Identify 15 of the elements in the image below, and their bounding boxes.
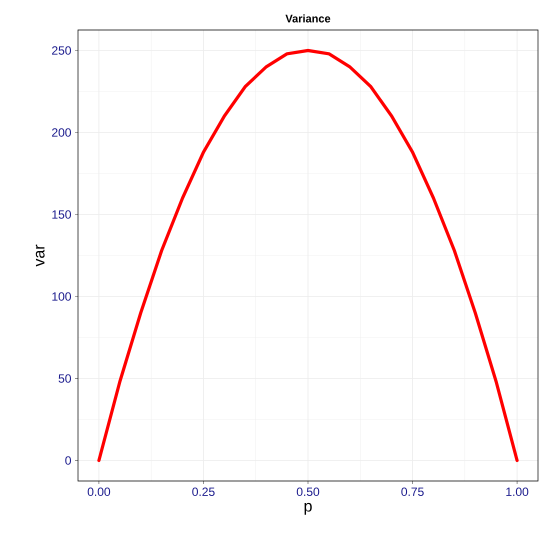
y-tick-label: 250 — [52, 46, 71, 55]
x-tick-label: 0.25 — [192, 488, 215, 496]
y-tick-label: 200 — [52, 128, 71, 137]
y-tick-label: 150 — [52, 210, 71, 219]
x-tick-label: 0.50 — [296, 488, 320, 496]
y-tick-label: 100 — [52, 292, 71, 301]
y-tick-label: 50 — [58, 374, 72, 383]
x-tick-label: 0.00 — [88, 488, 110, 496]
x-tick-label: 0.75 — [401, 488, 424, 496]
chart-title: Variance — [285, 14, 330, 22]
x-axis-title: p — [304, 502, 312, 515]
y-axis-title: var — [36, 244, 45, 267]
x-tick-label: 1.00 — [506, 488, 528, 496]
line-series — [97, 48, 519, 462]
y-tick-label: 0 — [65, 456, 72, 465]
